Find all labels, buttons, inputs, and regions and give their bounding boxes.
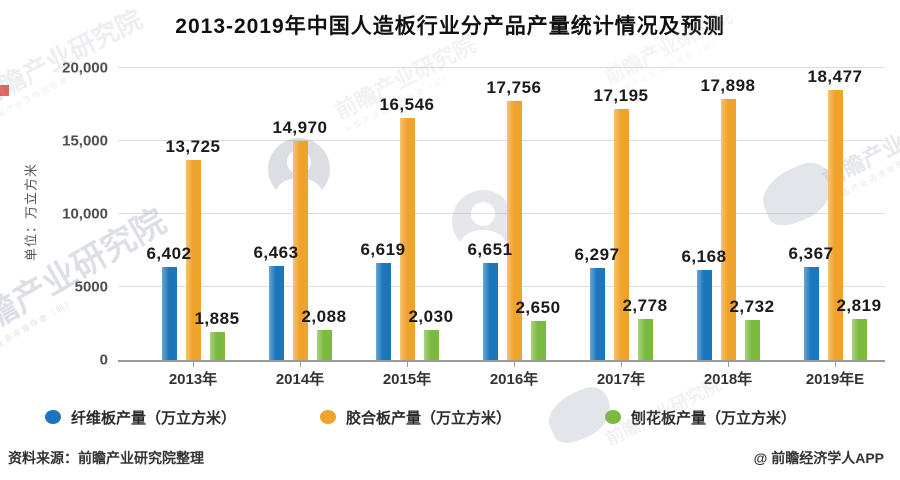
bar-value-label: 2,778 bbox=[622, 296, 668, 316]
bar-particleboard bbox=[744, 320, 760, 360]
bar-plywood bbox=[827, 90, 843, 360]
bar-value-label: 6,402 bbox=[146, 243, 192, 263]
y-axis-tick-label: 20,000 bbox=[62, 59, 108, 77]
x-axis-tick bbox=[621, 360, 622, 367]
legend-dot-icon bbox=[320, 410, 336, 424]
legend-label: 胶合板产量（万立方米） bbox=[346, 409, 512, 427]
bar-value-label: 14,970 bbox=[272, 118, 328, 138]
bar-fiberboard bbox=[375, 263, 391, 360]
bar-fiberboard bbox=[482, 262, 498, 360]
x-axis-tick bbox=[514, 360, 515, 367]
x-axis-category-label: 2018年 bbox=[703, 371, 753, 388]
bar-value-label: 6,619 bbox=[360, 240, 406, 260]
bar-value-label: 6,463 bbox=[253, 242, 299, 262]
bar-value-label: 2,650 bbox=[515, 298, 561, 318]
bar-value-label: 13,725 bbox=[165, 136, 221, 156]
x-axis-tick bbox=[835, 360, 836, 367]
legend-dot-icon bbox=[605, 410, 621, 424]
x-axis-category-label: 2013年 bbox=[168, 371, 218, 388]
credit-note: @ 前瞻经济学人APP bbox=[753, 450, 884, 466]
bar-particleboard bbox=[423, 330, 439, 360]
bar-plywood bbox=[292, 141, 308, 360]
legend-label: 纤维板产量（万立方米） bbox=[71, 409, 237, 427]
bar-value-label: 2,819 bbox=[836, 295, 882, 315]
bar-plywood bbox=[506, 100, 522, 360]
plot-area: 0 5000 10,000 15,000 20,000 2013年 6,402 13,725 1… bbox=[62, 60, 885, 388]
bar-value-label: 6,297 bbox=[574, 245, 620, 265]
legend-dot-icon bbox=[45, 410, 61, 424]
bar-fiberboard bbox=[589, 268, 605, 360]
x-axis-category-label: 2015年 bbox=[382, 371, 432, 388]
bar-fiberboard bbox=[696, 269, 712, 360]
gridline bbox=[118, 213, 885, 214]
chart-title: 2013-2019年中国人造板行业分产品产量统计情况及预测 bbox=[175, 15, 725, 38]
y-axis-title: 单位：万立方米 bbox=[23, 162, 39, 262]
legend: 纤维板产量（万立方米） 胶合板产量（万立方米） 刨花板产量（万立方米） bbox=[0, 404, 900, 430]
bar-fiberboard bbox=[268, 265, 284, 360]
legend-item: 纤维板产量（万立方米） bbox=[45, 404, 236, 430]
bar-particleboard bbox=[637, 319, 653, 360]
bar-value-label: 18,477 bbox=[807, 67, 863, 87]
legend-item: 胶合板产量（万立方米） bbox=[320, 404, 511, 430]
bar-value-label: 2,732 bbox=[729, 297, 775, 317]
y-axis-tick-label: 15,000 bbox=[62, 132, 108, 150]
x-axis-tick bbox=[728, 360, 729, 367]
gridline bbox=[118, 67, 885, 68]
brand-seal-watermark-icon bbox=[0, 85, 9, 96]
bar-particleboard bbox=[851, 318, 867, 360]
bar-value-label: 17,756 bbox=[486, 77, 542, 97]
y-axis-tick-label: 0 bbox=[99, 351, 108, 369]
bar-plywood bbox=[613, 108, 629, 360]
x-axis-category-label: 2017年 bbox=[596, 371, 646, 388]
bar-value-label: 17,195 bbox=[593, 85, 649, 105]
bar-value-label: 1,885 bbox=[194, 309, 240, 329]
bar-plywood bbox=[399, 118, 415, 360]
bar-particleboard bbox=[530, 321, 546, 360]
x-axis-tick bbox=[407, 360, 408, 367]
x-axis-category-label: 2016年 bbox=[489, 371, 539, 388]
y-axis-tick-label: 10,000 bbox=[62, 205, 108, 223]
bar-value-label: 2,088 bbox=[301, 306, 347, 326]
x-axis-category-label: 2019年E bbox=[805, 371, 865, 388]
y-axis-tick-label: 5000 bbox=[74, 278, 108, 296]
legend-label: 刨花板产量（万立方米） bbox=[631, 409, 797, 427]
bar-value-label: 6,168 bbox=[681, 246, 727, 266]
bar-value-label: 6,367 bbox=[788, 244, 834, 264]
bar-value-label: 16,546 bbox=[379, 95, 435, 115]
x-axis-category-label: 2014年 bbox=[275, 371, 325, 388]
x-axis-tick bbox=[300, 360, 301, 367]
bar-plywood bbox=[720, 98, 736, 360]
gridline bbox=[118, 286, 885, 287]
bar-value-label: 6,651 bbox=[467, 239, 513, 259]
legend-item: 刨花板产量（万立方米） bbox=[605, 404, 796, 430]
bar-value-label: 2,030 bbox=[408, 307, 454, 327]
bar-fiberboard bbox=[803, 267, 819, 360]
bar-particleboard bbox=[209, 332, 225, 360]
gridline bbox=[118, 140, 885, 141]
bar-particleboard bbox=[316, 329, 332, 360]
source-note: 资料来源：前瞻产业研究院整理 bbox=[8, 450, 204, 466]
bar-value-label: 17,898 bbox=[700, 75, 756, 95]
bar-plywood bbox=[185, 159, 201, 360]
bar-fiberboard bbox=[161, 266, 177, 360]
x-axis-tick bbox=[193, 360, 194, 367]
